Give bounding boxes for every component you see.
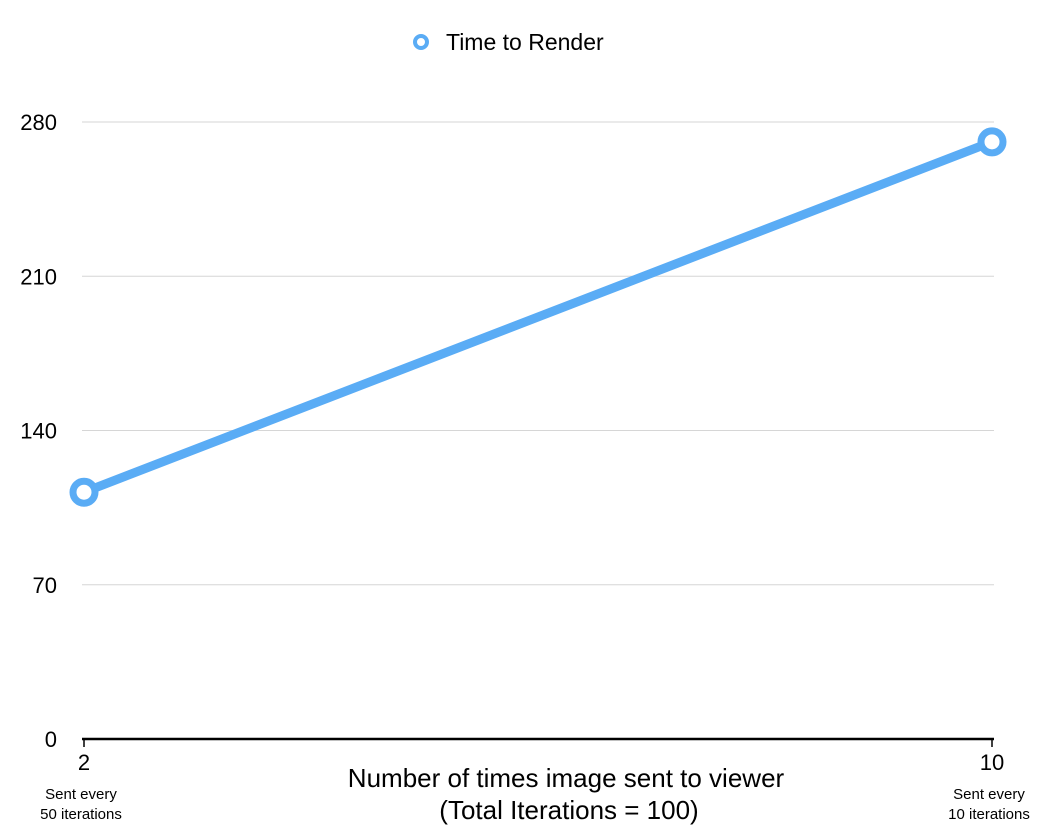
x-axis-ticks: 2 Sent every 50 iterations 10 Sent every 10 i… [40,739,1030,823]
x-tick-label: 2 [78,750,90,775]
x-axis-title-line-1: Number of times image sent to viewer [348,763,785,793]
y-tick-label: 0 [45,727,57,752]
x-tick-label: 10 [980,750,1004,775]
legend-label: Time to Render [446,29,604,55]
x-tick-sublabel: 50 iterations [40,806,122,823]
y-tick-label: 70 [33,573,57,598]
series-time-to-render [69,127,1007,507]
data-point [977,127,1007,157]
y-tick-label: 140 [20,419,57,444]
legend: Time to Render [413,29,604,55]
x-tick-sublabel: 10 iterations [948,806,1030,823]
x-tick-sublabel: Sent every [953,786,1025,803]
y-axis-ticks: 0 70 140 210 280 [20,110,57,752]
legend-marker [413,34,429,50]
y-tick-label: 210 [20,264,57,289]
x-axis-title-line-2: (Total Iterations = 100) [439,795,698,825]
x-tick-sublabel: Sent every [45,786,117,803]
series-line [79,137,997,497]
y-tick-label: 280 [20,110,57,135]
data-point [69,477,99,507]
